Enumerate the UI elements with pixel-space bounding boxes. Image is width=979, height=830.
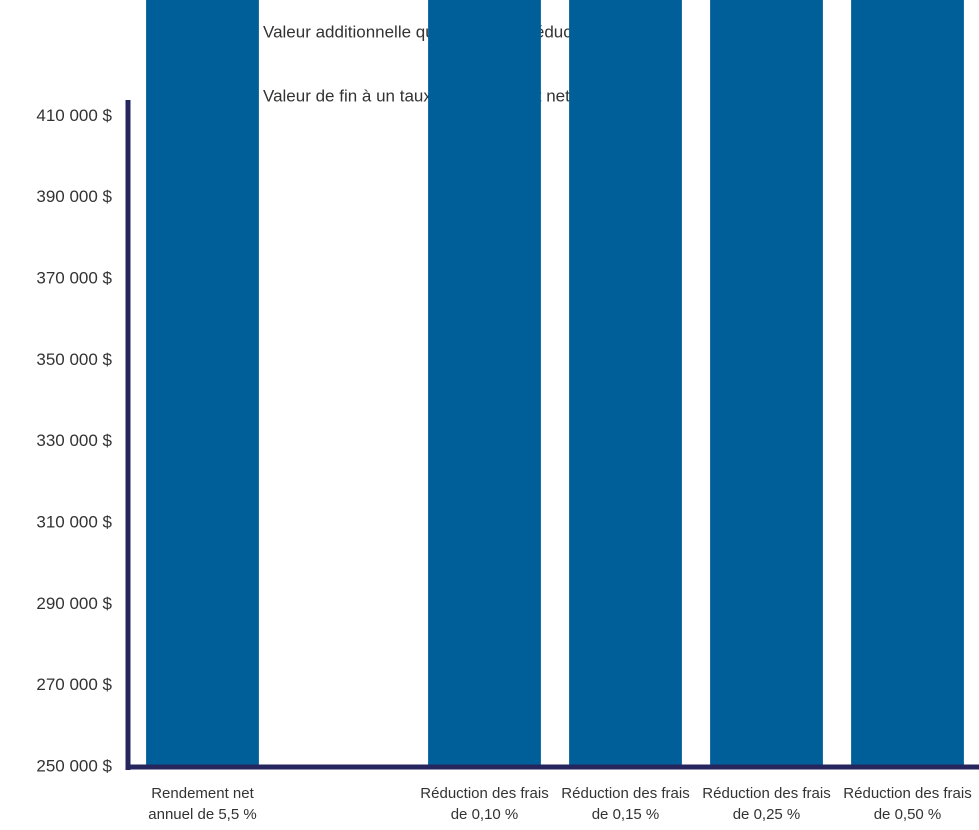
bar-segment (428, 0, 541, 767)
y-tick-label: 270 000 $ (36, 675, 112, 694)
x-tick-label: Réduction des frais de 0,10 % (420, 785, 549, 823)
y-tick-label: 390 000 $ (36, 187, 112, 206)
x-tick-label: Réduction des frais de 0,50 % (843, 785, 972, 823)
y-tick-label: 410 000 $ (36, 106, 112, 125)
y-tick-label: 330 000 $ (36, 431, 112, 450)
y-tick-label: 290 000 $ (36, 594, 112, 613)
x-tick-label: Rendement net annuel de 5,5 % (148, 785, 257, 823)
x-tick-label: Réduction des frais de 0,25 % (702, 785, 831, 823)
y-tick-label: 370 000 $ (36, 268, 112, 287)
y-tick-label: 310 000 $ (36, 512, 112, 531)
bar-segment (851, 0, 964, 767)
bar-segment (569, 0, 682, 767)
bar-segment (146, 0, 259, 767)
y-tick-label: 350 000 $ (36, 350, 112, 369)
y-tick-label: 250 000 $ (36, 756, 112, 775)
x-tick-label: Réduction des frais de 0,15 % (561, 785, 690, 823)
bar-segment (710, 0, 823, 767)
